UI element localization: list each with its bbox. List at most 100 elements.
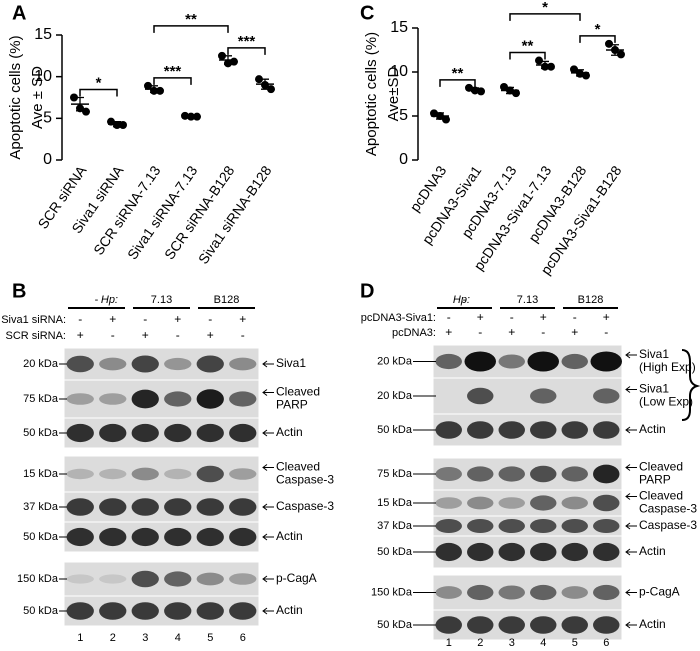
condition-sign: - bbox=[176, 328, 180, 342]
band-label: Actin bbox=[276, 425, 303, 439]
lane-number: 4 bbox=[540, 637, 546, 649]
lane-number: 1 bbox=[446, 637, 452, 649]
lane-number: 5 bbox=[572, 637, 578, 649]
label-arrow bbox=[262, 429, 274, 437]
condition-sign: + bbox=[174, 312, 181, 326]
blot-band bbox=[66, 468, 94, 480]
blot-band bbox=[131, 602, 159, 620]
band-label: Actin bbox=[276, 603, 303, 617]
blot-band bbox=[593, 542, 620, 562]
significance-label: * bbox=[595, 21, 601, 38]
condition-sign: - bbox=[573, 310, 577, 324]
blot-band bbox=[196, 572, 224, 586]
significance-bracket bbox=[227, 47, 266, 55]
significance-bracket bbox=[509, 51, 546, 60]
error-bar bbox=[576, 69, 584, 77]
significance-bracket bbox=[153, 25, 229, 33]
data-point bbox=[547, 62, 555, 71]
data-point bbox=[82, 107, 90, 116]
band-label: Actin bbox=[276, 529, 303, 543]
label-arrow bbox=[262, 389, 274, 396]
blot-band bbox=[435, 421, 462, 439]
blot-strip bbox=[432, 574, 623, 611]
blot-band bbox=[467, 466, 494, 482]
label-arrow bbox=[625, 386, 637, 393]
condition-sign: + bbox=[109, 312, 116, 326]
condition-sign: - bbox=[604, 325, 608, 339]
band-label: Cleaved bbox=[276, 460, 320, 474]
condition-sign: + bbox=[239, 312, 246, 326]
blot-band bbox=[530, 495, 557, 511]
lane-number: 4 bbox=[175, 632, 181, 644]
significance-bracket bbox=[439, 79, 476, 87]
blot-band bbox=[530, 465, 557, 483]
error-bar bbox=[611, 44, 619, 56]
group-label: - bbox=[463, 294, 467, 306]
data-point bbox=[255, 75, 263, 84]
y-axis-label: Apoptotic cells (%) bbox=[363, 32, 380, 156]
condition-sign: + bbox=[508, 325, 515, 339]
condition-sign: + bbox=[603, 310, 610, 324]
mw-marker: 150 kDa bbox=[371, 586, 413, 598]
y-axis-label: Ave±SD bbox=[385, 67, 402, 122]
blot-band bbox=[593, 616, 620, 634]
blot-band bbox=[131, 389, 159, 409]
blot-band bbox=[498, 497, 525, 509]
label-arrow bbox=[262, 575, 274, 583]
y-tick-label: 0 bbox=[43, 151, 52, 168]
band-label: Actin bbox=[639, 422, 666, 436]
group-label: B128 bbox=[578, 294, 604, 306]
label-arrow bbox=[625, 589, 637, 596]
blot-band bbox=[530, 542, 557, 562]
blot-strip bbox=[432, 535, 623, 569]
condition-label: SCR siRNA: bbox=[5, 330, 66, 342]
condition-sign: - bbox=[241, 328, 245, 342]
blot-band bbox=[229, 391, 257, 407]
x-tick-label: SCR siRNA-7.13 bbox=[90, 162, 163, 257]
blot-band bbox=[498, 542, 525, 562]
condition-sign: + bbox=[540, 310, 547, 324]
label-arrow bbox=[262, 464, 274, 471]
blot-band bbox=[229, 602, 257, 620]
significance-label: ** bbox=[452, 65, 464, 82]
condition-sign: - bbox=[478, 325, 482, 339]
mw-marker: 50 kDa bbox=[377, 619, 413, 631]
blot-strip bbox=[432, 609, 623, 641]
label-arrow bbox=[262, 503, 274, 511]
panel-letter: A bbox=[12, 2, 26, 24]
group-label: 7.13 bbox=[151, 294, 172, 306]
blot-band bbox=[66, 393, 94, 405]
blot-band bbox=[530, 421, 557, 439]
error-bar bbox=[76, 96, 84, 112]
blot-band bbox=[561, 616, 588, 634]
blot-band bbox=[196, 423, 224, 443]
blot-band bbox=[561, 519, 588, 533]
blot-band bbox=[66, 527, 94, 547]
blot-band bbox=[164, 527, 192, 547]
blot-band bbox=[464, 351, 496, 372]
band-label: Cleaved bbox=[276, 385, 320, 399]
band-label: Caspase-3 bbox=[639, 502, 697, 516]
condition-sign: + bbox=[445, 325, 452, 339]
mw-marker: 50 kDa bbox=[377, 424, 413, 436]
band-label: PARP bbox=[639, 473, 671, 487]
blot-band bbox=[467, 542, 494, 562]
error-bar bbox=[471, 87, 479, 93]
blot-band bbox=[498, 421, 525, 439]
condition-sign: - bbox=[143, 312, 147, 326]
condition-sign: + bbox=[477, 310, 484, 324]
blot-band bbox=[229, 423, 257, 443]
condition-sign: - bbox=[208, 312, 212, 326]
mw-marker: 50 kDa bbox=[377, 546, 413, 558]
blot-strip bbox=[63, 491, 260, 523]
significance-label: *** bbox=[164, 63, 182, 80]
significance-bracket bbox=[579, 35, 616, 43]
blot-band bbox=[229, 498, 257, 516]
band-label: Siva1 bbox=[639, 382, 669, 396]
significance-label: ** bbox=[185, 11, 197, 28]
significance-bracket bbox=[509, 13, 581, 21]
blot-band bbox=[196, 498, 224, 516]
blot-band bbox=[99, 602, 127, 620]
blot-band bbox=[164, 571, 192, 587]
hp-label: Hp: bbox=[453, 294, 470, 306]
